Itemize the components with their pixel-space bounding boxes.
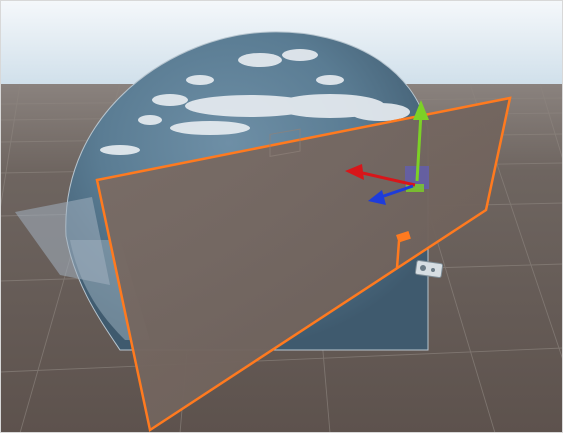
gizmo-x-axis[interactable]: [357, 170, 416, 187]
gizmo-z-axis[interactable]: [380, 184, 414, 199]
transform-gizmo[interactable]: [345, 100, 429, 205]
gizmo-y-axis[interactable]: [415, 112, 423, 182]
gizmo-z-arrow-icon[interactable]: [368, 190, 386, 205]
light-probe-marker[interactable]: [395, 231, 411, 269]
gizmo-xz-plane[interactable]: [406, 184, 424, 192]
gizmo-x-arrow-icon[interactable]: [345, 164, 364, 180]
gizmo-y-arrow-icon[interactable]: [413, 100, 429, 120]
camera-icon[interactable]: [414, 260, 444, 278]
sphere-reflection: [15, 197, 110, 285]
